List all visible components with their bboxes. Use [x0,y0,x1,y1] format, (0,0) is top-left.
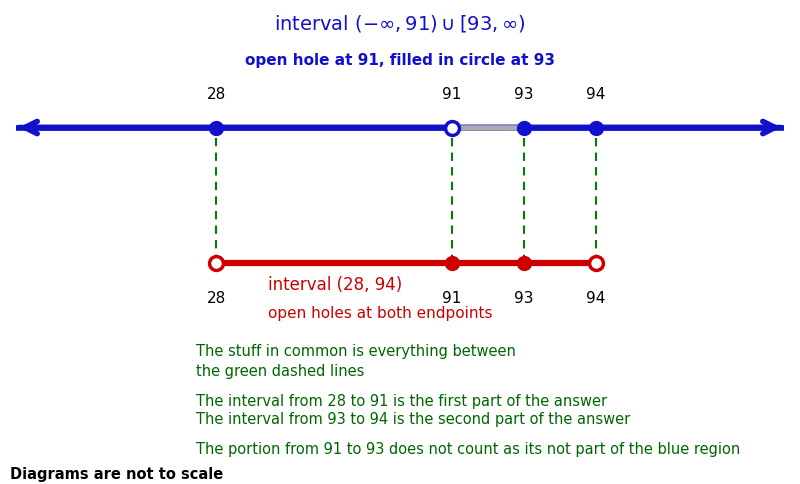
Text: 93: 93 [514,87,534,102]
Text: 91: 91 [442,290,462,305]
Text: interval (28, 94): interval (28, 94) [268,276,402,294]
Text: The interval from 28 to 91 is the first part of the answer: The interval from 28 to 91 is the first … [196,393,607,408]
Text: 94: 94 [586,87,606,102]
Text: 94: 94 [586,290,606,305]
Text: 28: 28 [206,290,226,305]
Text: 93: 93 [514,290,534,305]
Text: 91: 91 [442,87,462,102]
Text: open holes at both endpoints: open holes at both endpoints [268,305,493,320]
Text: The stuff in common is everything between: The stuff in common is everything betwee… [196,344,516,358]
Text: open hole at 91, filled in circle at 93: open hole at 91, filled in circle at 93 [245,53,555,68]
Text: The portion from 91 to 93 does not count as its not part of the blue region: The portion from 91 to 93 does not count… [196,441,740,456]
Text: interval $(-\infty, 91) \cup [93, \infty)$: interval $(-\infty, 91) \cup [93, \infty… [274,13,526,34]
Text: the green dashed lines: the green dashed lines [196,363,364,378]
Text: 28: 28 [206,87,226,102]
Text: The interval from 93 to 94 is the second part of the answer: The interval from 93 to 94 is the second… [196,411,630,426]
Text: Diagrams are not to scale: Diagrams are not to scale [10,466,223,481]
